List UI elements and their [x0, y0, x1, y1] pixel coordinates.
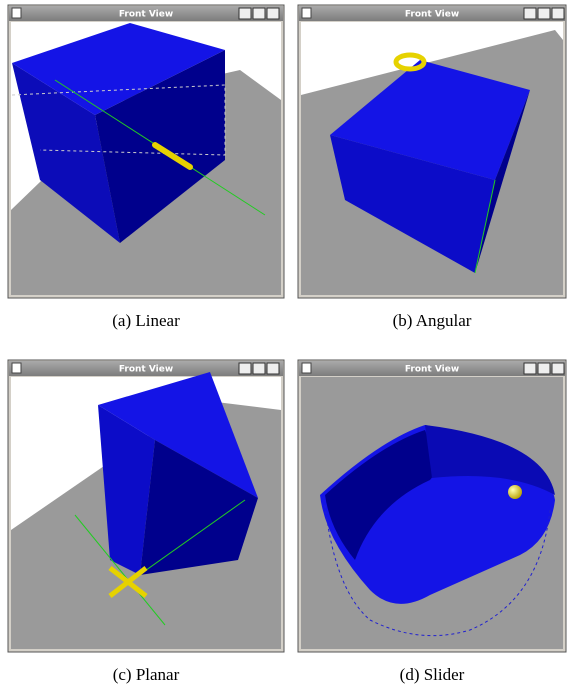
caption: (b) Angular	[393, 311, 472, 330]
caption: (c) Planar	[113, 665, 180, 684]
window-a: Front View	[8, 5, 284, 298]
figure: Front View (a) Linear Front View (b) Ang…	[0, 0, 567, 686]
window-title: Front View	[405, 10, 459, 20]
window-title: Front View	[119, 365, 173, 375]
window-b: Front View	[298, 5, 566, 298]
window-d: Front View	[298, 360, 566, 652]
page: {"figure": {"panels": [ {"window_title":…	[0, 0, 567, 691]
caption: (a) Linear	[112, 311, 180, 330]
caption: (d) Slider	[400, 665, 465, 684]
window-title: Front View	[119, 10, 173, 20]
window-title: Front View	[405, 365, 459, 375]
window-c: Front View	[8, 360, 284, 652]
